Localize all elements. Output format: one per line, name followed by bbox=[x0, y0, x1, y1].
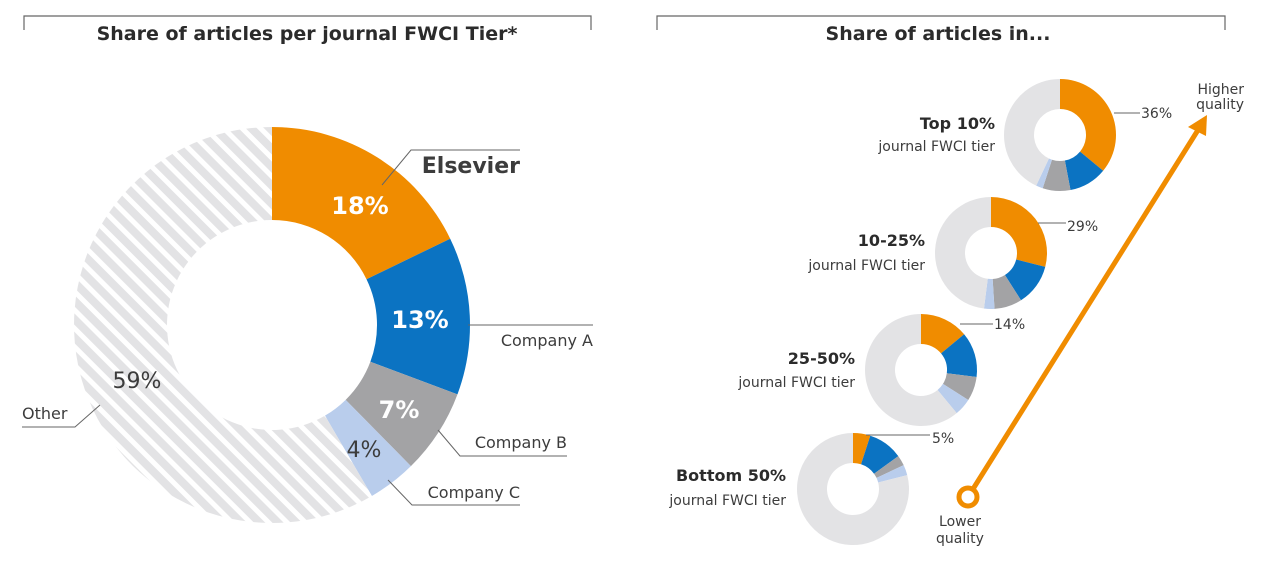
tier-bottom50-other-slice bbox=[797, 433, 910, 546]
tier-25-50-donut bbox=[864, 314, 978, 427]
tier-10-25-company-a-slice bbox=[1004, 259, 1046, 301]
tier-top10-company-a-slice bbox=[1064, 151, 1104, 191]
company-c-legend-label: Company C bbox=[428, 483, 520, 502]
tier-10-25-other-slice bbox=[935, 197, 991, 309]
company-b-value-label: 7% bbox=[379, 396, 420, 424]
left-chart-title: Share of articles per journal FWCI Tier* bbox=[97, 23, 518, 45]
main-donut-chart bbox=[73, 127, 470, 523]
company-c-leader-line bbox=[387, 479, 520, 506]
tier-top10-company-b-slice bbox=[1042, 159, 1071, 191]
tier-donut-charts: 36% Top 10% journal FWCI tier 29% 10-25%… bbox=[668, 79, 1172, 546]
quality-arrow-start-circle bbox=[956, 485, 980, 509]
main-donut-other-slice bbox=[73, 127, 372, 523]
left-panel-header: Share of articles per journal FWCI Tier* bbox=[23, 15, 592, 45]
tier-25-50-company-b-slice bbox=[942, 373, 977, 401]
right-header-bracket bbox=[656, 15, 1226, 30]
tier-bottom50-company-b-slice bbox=[874, 456, 904, 478]
main-donut-labels: 18% 13% 7% 4% 59% Elsevier Company A Com… bbox=[22, 149, 593, 506]
main-donut-company-c-slice bbox=[324, 399, 411, 496]
elsevier-value-label: 18% bbox=[331, 192, 388, 220]
main-donut-company-a-slice bbox=[366, 238, 470, 395]
tier-top10-subtitle: journal FWCI tier bbox=[877, 139, 995, 155]
tier-bottom50: 5% Bottom 50% journal FWCI tier bbox=[668, 431, 954, 546]
tier-25-50: 14% 25-50% journal FWCI tier bbox=[737, 314, 1025, 427]
right-panel-header: Share of articles in... bbox=[656, 15, 1226, 45]
tier-25-50-elsevier-label: 14% bbox=[994, 317, 1025, 333]
quality-arrow-shaft bbox=[965, 127, 1201, 500]
right-chart-title: Share of articles in... bbox=[826, 23, 1051, 45]
tier-top10-elsevier-slice bbox=[1060, 79, 1116, 171]
tier-top10-elsevier-label: 36% bbox=[1141, 106, 1172, 122]
quality-arrow-head bbox=[1188, 115, 1207, 136]
tier-10-25-subtitle: journal FWCI tier bbox=[807, 258, 925, 274]
tier-bottom50-subtitle: journal FWCI tier bbox=[668, 493, 786, 509]
tier-bottom50-name: Bottom 50% bbox=[676, 466, 786, 485]
tier-bottom50-donut bbox=[797, 433, 910, 546]
tier-bottom50-company-a-slice bbox=[861, 435, 899, 474]
main-donut-company-b-slice bbox=[345, 361, 458, 467]
quality-arrow: Higher quality Lower quality bbox=[936, 82, 1244, 547]
lower-quality-label-line2: quality bbox=[936, 531, 984, 547]
tier-10-25-company-b-slice bbox=[992, 274, 1022, 309]
main-donut-elsevier-slice bbox=[272, 127, 451, 280]
company-c-value-label: 4% bbox=[347, 438, 382, 463]
tier-bottom50-elsevier-label: 5% bbox=[932, 431, 954, 447]
tier-top10: 36% Top 10% journal FWCI tier bbox=[877, 79, 1172, 191]
tier-25-50-company-a-slice bbox=[941, 334, 978, 378]
higher-quality-label-line2: quality bbox=[1196, 97, 1244, 113]
tier-10-25-name: 10-25% bbox=[858, 231, 925, 250]
tier-25-50-other-slice bbox=[864, 314, 957, 427]
higher-quality-label-line1: Higher bbox=[1197, 82, 1244, 98]
tier-bottom50-elsevier-slice bbox=[853, 433, 871, 465]
tier-25-50-elsevier-slice bbox=[921, 314, 965, 354]
company-a-value-label: 13% bbox=[391, 306, 448, 334]
company-a-legend-label: Company A bbox=[501, 331, 593, 350]
tier-10-25-elsevier-label: 29% bbox=[1067, 219, 1098, 235]
tier-25-50-subtitle: journal FWCI tier bbox=[737, 375, 855, 391]
tier-top10-donut bbox=[1004, 79, 1116, 191]
tier-10-25-elsevier-slice bbox=[991, 197, 1047, 267]
tier-25-50-name: 25-50% bbox=[788, 349, 855, 368]
tier-25-50-company-c-slice bbox=[937, 383, 969, 414]
tier-bottom50-company-c-slice bbox=[876, 465, 908, 483]
tier-top10-name: Top 10% bbox=[920, 114, 995, 133]
left-header-bracket bbox=[23, 15, 592, 30]
lower-quality-label-line1: Lower bbox=[939, 514, 981, 530]
elsevier-leader-line bbox=[381, 149, 520, 186]
other-legend-label: Other bbox=[22, 404, 68, 423]
other-value-label: 59% bbox=[113, 369, 162, 394]
tier-10-25: 29% 10-25% journal FWCI tier bbox=[807, 197, 1098, 309]
tier-10-25-company-c-slice bbox=[983, 278, 995, 309]
tier-top10-company-c-slice bbox=[1036, 158, 1052, 189]
elsevier-legend-label: Elsevier bbox=[422, 154, 520, 179]
company-b-leader-line bbox=[437, 429, 567, 457]
tier-top10-other-slice bbox=[1004, 79, 1060, 186]
company-b-legend-label: Company B bbox=[475, 433, 567, 452]
other-leader-line bbox=[22, 404, 101, 428]
tier-10-25-donut bbox=[935, 197, 1047, 309]
